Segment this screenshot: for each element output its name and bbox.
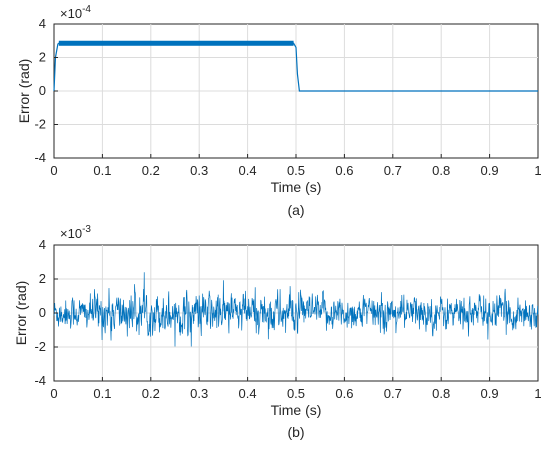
y-multiplier-b: ×10-3 — [60, 224, 91, 241]
y-tick-label: 4 — [39, 237, 46, 252]
x-tick-label: 0.9 — [481, 163, 499, 178]
x-tick-label: 0.1 — [93, 386, 111, 401]
x-tick-label: 0.7 — [384, 386, 402, 401]
x-tick-label: 0.6 — [335, 163, 353, 178]
y-tick-label: 2 — [39, 271, 46, 286]
x-tick-label: 0.8 — [432, 163, 450, 178]
x-ticks-a: 0 0.1 0.2 0.3 0.4 0.5 0.6 0.7 0.8 0.9 1 — [50, 154, 542, 178]
x-tick-label: 0.8 — [432, 386, 450, 401]
series-line — [53, 42, 538, 92]
y-axis-label-b: Error (rad) — [13, 281, 29, 346]
plot-area-b — [53, 272, 539, 347]
x-tick-label: 0.2 — [142, 163, 160, 178]
y-tick-label: -4 — [34, 150, 46, 165]
y-ticks-a: -4 -2 0 2 4 — [34, 16, 58, 165]
y-tick-label: 0 — [39, 305, 46, 320]
x-tick-label: 0.4 — [239, 386, 257, 401]
y-tick-label: -2 — [34, 339, 46, 354]
x-tick-label: 0.3 — [190, 163, 208, 178]
x-tick-label: 0.7 — [384, 163, 402, 178]
plot-area-a — [53, 40, 538, 92]
x-ticks-b: 0 0.1 0.2 0.3 0.4 0.5 0.6 0.7 0.8 0.9 1 — [50, 377, 542, 401]
panel-b: -4 -2 0 2 4 0 0.1 0.2 0.3 0.4 0.5 0.6 0.7 0.8 0.9 1 ×1… — [13, 224, 542, 440]
x-tick-label: 0.4 — [239, 163, 257, 178]
caption-b: (b) — [287, 424, 304, 440]
x-tick-label: 0.5 — [287, 386, 305, 401]
x-tick-label: 1 — [534, 386, 541, 401]
y-tick-label: 0 — [39, 83, 46, 98]
y-tick-label: 4 — [39, 16, 46, 31]
x-tick-label: 0.5 — [287, 163, 305, 178]
gridlines-b — [54, 245, 538, 381]
caption-a: (a) — [287, 202, 304, 218]
x-tick-label: 0 — [50, 163, 57, 178]
y-multiplier-a: ×10-4 — [60, 4, 91, 21]
panel-a: -4 -2 0 2 4 0 0.1 0.2 0.3 0.4 0.5 0.6 0.7 0.8 0.9 1 ×1… — [16, 4, 542, 218]
y-tick-label: -4 — [34, 373, 46, 388]
x-tick-label: 0.9 — [481, 386, 499, 401]
x-tick-label: 0.3 — [190, 386, 208, 401]
x-tick-label: 0 — [50, 386, 57, 401]
x-tick-label: 1 — [534, 163, 541, 178]
x-tick-label: 0.6 — [335, 386, 353, 401]
x-tick-label: 0.1 — [93, 163, 111, 178]
series-line — [53, 272, 539, 347]
y-tick-label: 2 — [39, 50, 46, 65]
y-tick-label: -2 — [34, 117, 46, 132]
y-axis-label-a: Error (rad) — [16, 59, 32, 124]
x-axis-label-b: Time (s) — [271, 402, 322, 418]
x-axis-label-a: Time (s) — [271, 179, 322, 195]
y-ticks-b: -4 -2 0 2 4 — [34, 237, 58, 388]
x-tick-label: 0.2 — [142, 386, 160, 401]
